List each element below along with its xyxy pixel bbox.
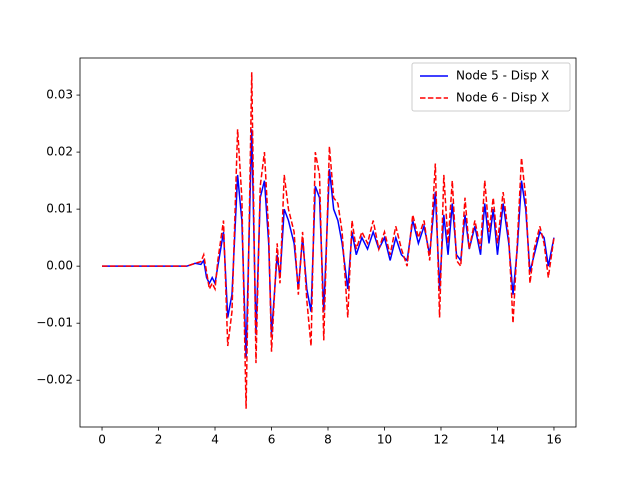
y-tick-label: −0.02 [36, 373, 73, 387]
x-tick-label: 14 [490, 433, 505, 447]
y-tick-label: 0.02 [46, 145, 73, 159]
y-tick-label: 0.01 [46, 202, 73, 216]
x-tick-label: 10 [377, 433, 392, 447]
x-tick-label: 12 [433, 433, 448, 447]
legend: Node 5 - Disp X Node 6 - Disp X [411, 62, 571, 112]
legend-box [411, 62, 571, 112]
y-tick-label: 0.00 [46, 259, 73, 273]
y-tick-label: 0.03 [46, 88, 73, 102]
data-line [102, 129, 555, 358]
plot-frame [79, 57, 577, 428]
x-tick-label: 2 [155, 433, 163, 447]
x-tick-label: 0 [98, 433, 106, 447]
x-tick-label: 8 [324, 433, 332, 447]
data-line [102, 72, 555, 409]
x-tick-label: 16 [546, 433, 561, 447]
legend-label: Node 5 - Disp X [456, 69, 549, 83]
legend-label: Node 6 - Disp X [456, 91, 549, 105]
x-tick-label: 6 [268, 433, 276, 447]
y-tick-label: −0.01 [36, 316, 73, 330]
x-tick-label: 4 [211, 433, 219, 447]
